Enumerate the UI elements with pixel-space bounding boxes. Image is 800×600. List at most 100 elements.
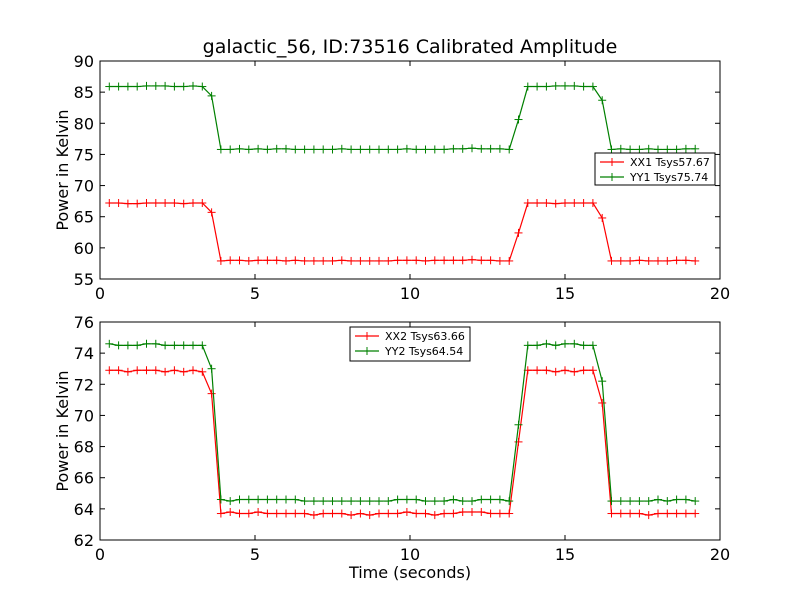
- y-tick-label: 90: [74, 52, 94, 71]
- data-point: [207, 91, 216, 100]
- data-point: [421, 256, 430, 265]
- data-point: [384, 145, 393, 154]
- data-point: [142, 199, 151, 208]
- data-point: [393, 509, 402, 518]
- data-point: [663, 497, 672, 506]
- data-point: [626, 256, 635, 265]
- data-point: [598, 377, 607, 386]
- data-point: [142, 339, 151, 348]
- data-point: [440, 509, 449, 518]
- data-point: [542, 366, 551, 375]
- data-point: [626, 509, 635, 518]
- data-point: [272, 495, 281, 504]
- y-tick-label: 80: [74, 114, 94, 133]
- x-tick-label: 10: [400, 284, 420, 303]
- data-point: [644, 144, 653, 153]
- x-tick-label: 0: [95, 545, 105, 564]
- data-point: [142, 366, 151, 375]
- y-tick-label: 55: [74, 270, 94, 289]
- data-point: [244, 509, 253, 518]
- data-point: [226, 507, 235, 516]
- data-point: [309, 511, 318, 520]
- data-point: [365, 511, 374, 520]
- data-point: [282, 144, 290, 153]
- x-tick-label: 15: [555, 284, 575, 303]
- data-point: [272, 256, 281, 265]
- data-point: [486, 495, 495, 504]
- data-point: [616, 144, 625, 153]
- data-point: [319, 509, 328, 518]
- data-point: [644, 497, 653, 506]
- data-point: [691, 256, 700, 265]
- x-tick-label: 20: [710, 545, 730, 564]
- data-point: [598, 213, 607, 222]
- x-tick-label: 0: [95, 284, 105, 303]
- data-point: [421, 509, 430, 518]
- data-point: [551, 341, 560, 350]
- data-point: [570, 199, 579, 208]
- data-point: [170, 366, 179, 375]
- data-point: [654, 495, 662, 504]
- data-point: [114, 199, 123, 208]
- legend-entry: XX2 Tsys63.66: [355, 330, 465, 343]
- data-point: [300, 509, 309, 518]
- data-point: [542, 82, 551, 91]
- data-point: [319, 256, 328, 265]
- data-point: [319, 145, 328, 154]
- top-y-axis-label: Power in Kelvin: [53, 109, 72, 230]
- data-point: [561, 366, 569, 375]
- y-tick-label: 68: [74, 438, 94, 457]
- data-point: [505, 256, 514, 265]
- data-point: [561, 81, 569, 90]
- data-point: [272, 509, 281, 518]
- data-point: [607, 509, 616, 518]
- data-point: [458, 256, 467, 265]
- data-point: [579, 199, 588, 208]
- data-point: [588, 341, 597, 350]
- data-point: [468, 507, 476, 516]
- bottom-x-axis-label: Time (seconds): [348, 563, 471, 582]
- data-point: [170, 199, 179, 208]
- legend-label: XX2 Tsys63.66: [385, 330, 465, 343]
- data-point: [291, 495, 300, 504]
- data-point: [505, 497, 514, 506]
- data-point: [598, 398, 607, 407]
- data-point: [365, 256, 374, 265]
- data-point: [356, 256, 365, 265]
- data-point: [123, 367, 132, 376]
- data-point: [412, 256, 421, 265]
- x-tick-label: 20: [710, 284, 730, 303]
- data-point: [477, 144, 486, 153]
- data-point: [393, 256, 402, 265]
- data-point: [216, 256, 225, 265]
- bottom-legend: XX2 Tsys63.66 YY2 Tsys64.54: [349, 326, 471, 362]
- legend-label: YY2 Tsys64.54: [384, 345, 463, 358]
- data-point: [226, 497, 235, 506]
- data-point: [105, 366, 114, 375]
- data-point: [616, 497, 625, 506]
- data-point: [681, 495, 690, 504]
- data-point: [179, 341, 188, 350]
- data-point: [672, 256, 681, 265]
- data-point: [198, 341, 207, 350]
- data-point: [198, 367, 207, 376]
- series-line-2: [109, 85, 696, 151]
- x-tick-label: 15: [555, 545, 575, 564]
- data-point: [207, 364, 216, 373]
- data-point: [244, 495, 253, 504]
- x-tick-label: 5: [250, 545, 260, 564]
- data-point: [189, 366, 197, 375]
- data-point: [644, 256, 653, 265]
- data-point: [430, 256, 439, 265]
- legend-entry: YY1 Tsys75.74: [600, 171, 708, 184]
- legend-entry: YY2 Tsys64.54: [355, 345, 463, 358]
- data-point: [654, 145, 662, 154]
- data-point: [412, 145, 421, 154]
- data-point: [449, 509, 458, 518]
- data-point: [468, 255, 476, 264]
- data-point: [189, 199, 197, 208]
- data-point: [123, 82, 132, 91]
- data-point: [189, 81, 197, 90]
- y-tick-label: 70: [74, 177, 94, 196]
